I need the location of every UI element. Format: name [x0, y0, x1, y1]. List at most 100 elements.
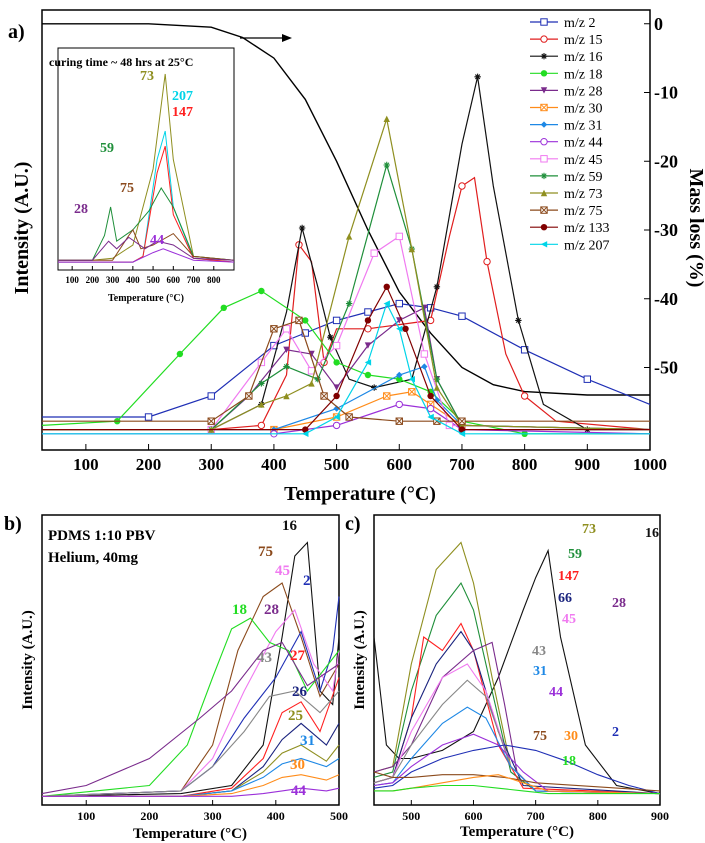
b-x-tick-label: 400 — [267, 809, 285, 823]
legend-label: m/z 45 — [564, 153, 603, 168]
series-m-z-45-marker — [395, 232, 403, 241]
b-series-28 — [41, 641, 340, 795]
series-m-z-44-marker — [426, 404, 435, 413]
legend-label: m/z 2 — [564, 16, 596, 31]
panel-a-ylabel: Intensity (A.U.) — [11, 162, 33, 295]
series-m-z-18-marker — [302, 317, 309, 324]
series-m-z-133-marker — [333, 392, 340, 400]
series-m-z-30-marker-cross — [408, 388, 416, 396]
series-m-z-207-marker — [333, 413, 340, 421]
b-x-tick-label: 100 — [77, 809, 95, 823]
series-m-z-16-marker — [371, 384, 378, 391]
x-tick-label: 600 — [387, 455, 413, 474]
x-tick-label: 300 — [198, 455, 224, 474]
inset-x-tick-label: 200 — [86, 275, 100, 285]
series-m-z-45-marker — [370, 249, 378, 257]
inset-series-73 — [58, 73, 235, 261]
panel-c-label: c) — [345, 513, 361, 535]
series-m-z-2-marker — [144, 413, 153, 421]
inset-label-59: 59 — [100, 141, 114, 156]
b-label-18: 18 — [232, 602, 247, 618]
series-m-z-133-marker — [383, 283, 390, 290]
series-m-z-16-marker — [433, 283, 441, 290]
b-label-25: 25 — [288, 708, 303, 724]
series-m-z-31-marker — [333, 405, 340, 412]
legend-label: m/z 75 — [564, 204, 603, 219]
series-m-z-18-marker — [396, 376, 403, 383]
inset-x-tick-label: 100 — [65, 275, 79, 285]
series-m-z-2-marker — [364, 308, 372, 316]
b-series-43 — [41, 690, 340, 797]
series-m-z-59-marker — [258, 380, 265, 387]
legend-marker — [540, 121, 548, 128]
inset-label-44: 44 — [150, 233, 164, 248]
series-m-z-18-marker — [333, 359, 340, 366]
c-label-30: 30 — [564, 729, 578, 744]
y2-tick-label: -50 — [654, 358, 678, 378]
legend-marker — [540, 70, 548, 77]
series-m-z-59-marker — [314, 376, 321, 383]
c-series-44 — [373, 733, 661, 795]
series-m-z-133-marker — [364, 317, 372, 324]
c-label-2: 2 — [612, 725, 619, 740]
c-x-tick-label: 800 — [589, 809, 607, 823]
c-series-73 — [373, 541, 661, 795]
panel-b-ylabel: Intensity (A.U.) — [20, 610, 36, 710]
x-tick-label: 500 — [324, 455, 350, 474]
y2-tick-label: -30 — [654, 220, 678, 240]
series-m-z-2-marker — [458, 312, 466, 320]
b-series-45 — [41, 608, 340, 797]
b-label-45: 45 — [275, 563, 290, 579]
y2-tick-label: 0 — [654, 14, 663, 34]
c-label-66: 66 — [558, 591, 572, 606]
c-series-59 — [373, 581, 661, 795]
c-label-59: 59 — [568, 547, 582, 562]
series-m-z-133 — [42, 285, 650, 431]
mass-loss-arrow-head — [282, 34, 292, 42]
series-m-z-15-marker — [458, 182, 466, 190]
series-m-z-16-marker — [474, 73, 481, 80]
legend-label: m/z 16 — [564, 50, 603, 65]
series-m-z-44-marker — [395, 400, 403, 409]
legend-label: m/z 133 — [564, 221, 610, 236]
legend-label: m/z 59 — [564, 170, 603, 185]
legend-marker — [540, 241, 548, 248]
inset-label-207: 207 — [172, 89, 193, 104]
legend-label: m/z 18 — [564, 67, 603, 82]
series-m-z-133-marker — [302, 426, 309, 433]
c-label-75: 75 — [533, 729, 547, 744]
x-tick-label: 900 — [575, 455, 601, 474]
c-label-147: 147 — [558, 569, 579, 584]
b-label-44: 44 — [291, 783, 307, 799]
series-m-z-59-marker — [383, 161, 390, 169]
mass-loss-curve — [42, 23, 650, 396]
inset-title: curing time ~ 48 hrs at 25°C — [49, 55, 193, 69]
series-m-z-18-marker — [176, 350, 184, 358]
series-m-z-45-marker — [420, 350, 429, 358]
c-series-28 — [373, 641, 661, 795]
c-series-31 — [373, 706, 661, 795]
series-m-z-75-marker-cross — [345, 413, 353, 421]
b-label-43: 43 — [257, 650, 272, 666]
series-m-z-75-marker-cross — [295, 316, 303, 324]
series-m-z-2-marker — [583, 375, 592, 383]
y2-tick-label: -40 — [654, 289, 678, 309]
series-m-z-28-marker — [283, 346, 290, 353]
series-m-z-73-marker — [383, 115, 390, 122]
c-series-2 — [373, 744, 661, 795]
c-label-28: 28 — [612, 596, 626, 611]
b-label-26: 26 — [292, 684, 308, 700]
series-m-z-59-marker — [345, 300, 353, 307]
inset-x-tick-label: 400 — [126, 275, 140, 285]
legend-label: m/z 15 — [564, 33, 603, 48]
b-x-tick-label: 500 — [330, 809, 348, 823]
panel-a-label: a) — [8, 21, 25, 43]
inset-xlabel: Temperature (°C) — [108, 293, 184, 304]
legend-marker — [540, 155, 548, 163]
panel-c-ylabel: Intensity (A.U.) — [352, 610, 368, 710]
legend-label: m/z 31 — [564, 119, 603, 134]
x-tick-label: 400 — [261, 455, 287, 474]
series-m-z-207-marker — [408, 376, 416, 383]
legend-marker — [540, 35, 548, 43]
